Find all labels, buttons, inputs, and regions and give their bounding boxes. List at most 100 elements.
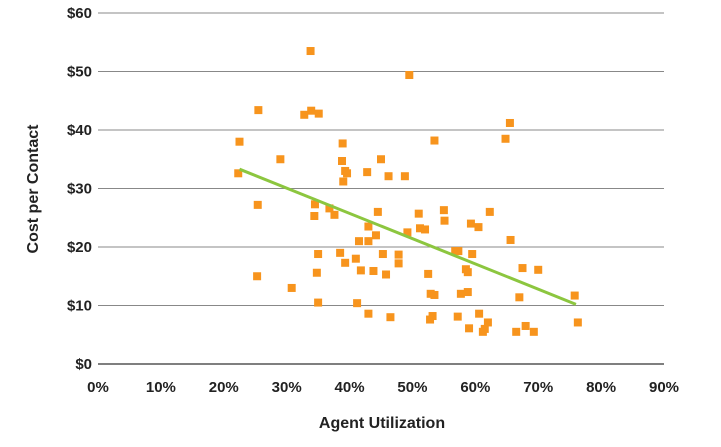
x-tick-label: 90% [649,379,679,396]
data-point [501,134,510,143]
data-point [338,139,347,148]
gridlines [98,12,664,365]
y-tick-label: $40 [67,122,92,139]
data-point [515,293,524,302]
data-point [353,299,362,308]
data-point [386,313,395,322]
data-point [382,270,391,279]
data-point [356,266,365,275]
x-tick-label: 80% [586,379,616,396]
trendline [238,167,577,306]
data-point [343,169,352,178]
data-point [403,228,412,237]
x-tick-label: 40% [335,379,365,396]
data-point [235,137,244,146]
data-point [485,207,494,216]
data-point [310,211,319,220]
data-point [468,250,477,259]
data-point [253,200,262,209]
x-axis-title: Agent Utilization [319,415,445,432]
data-point [414,209,423,218]
x-tick-label: 70% [523,379,553,396]
data-point [364,222,373,231]
data-point [234,169,243,178]
y-tick-label: $20 [67,239,92,256]
data-point [415,224,424,233]
data-point [453,312,462,321]
data-point [369,266,378,275]
data-point [483,318,492,327]
data-point [307,106,316,115]
y-axis-title: Cost per Contact [25,124,42,254]
data-point [306,47,315,56]
data-point [505,118,514,127]
data-point [373,207,382,216]
data-point [312,268,321,277]
data-point [518,264,527,273]
data-point [363,168,372,177]
x-tick-label: 60% [460,379,490,396]
data-point [521,321,530,330]
data-point [287,283,296,292]
x-tick-label: 50% [397,379,427,396]
data-point [384,172,393,181]
x-tick-label: 30% [272,379,302,396]
data-point [466,219,475,228]
data-point [465,324,474,333]
data-point [424,269,433,278]
data-point [351,254,360,263]
y-tick-label: $10 [67,298,92,315]
data-point [364,309,373,318]
data-point [371,231,380,240]
x-tick-label: 0% [87,379,109,396]
data-point [394,259,403,268]
data-point [325,204,334,213]
data-point [463,288,472,297]
data-point [430,290,439,299]
data-point [378,250,387,259]
data-point [336,248,345,257]
data-point [400,172,409,181]
data-point [394,250,403,259]
data-point [474,223,483,232]
data-point [456,289,465,298]
data-point [364,237,373,246]
data-point [405,71,414,80]
data-point [430,136,439,145]
data-point [300,110,309,119]
y-tick-label: $60 [67,5,92,22]
data-point [573,318,582,327]
data-point [428,312,437,321]
data-point [480,324,489,333]
data-point [421,225,430,234]
data-point [310,200,319,209]
data-point [454,247,463,256]
x-axis-ticks: 0% 10% 20% 30% 40% 50% 60% 70% 80% 90% [87,379,679,396]
data-point [254,106,263,115]
data-point [276,155,285,164]
data-point [534,265,543,274]
data-point [330,210,339,219]
data-point [463,268,472,277]
y-tick-label: $50 [67,64,92,81]
data-point [506,235,515,244]
data-point [439,206,448,215]
data-point [529,327,538,336]
data-points [234,47,582,336]
data-point [314,298,323,307]
y-tick-label: $0 [75,356,92,373]
data-point [314,109,323,118]
data-point [475,309,484,318]
y-tick-label: $30 [67,181,92,198]
data-point [341,258,350,267]
x-tick-label: 10% [146,379,176,396]
data-point [377,155,385,164]
data-point [570,291,579,300]
x-tick-label: 20% [209,379,239,396]
data-point [314,250,323,259]
data-point [354,237,363,246]
data-point [339,177,348,186]
data-point [440,216,449,225]
